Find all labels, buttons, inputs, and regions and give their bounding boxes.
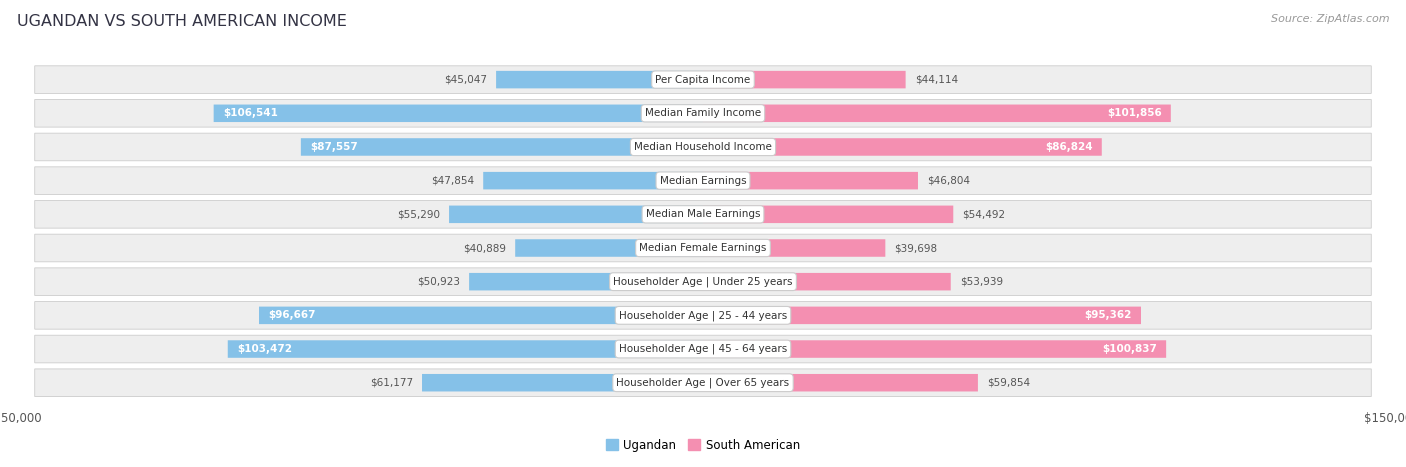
Text: $101,856: $101,856 <box>1107 108 1161 118</box>
FancyBboxPatch shape <box>228 340 703 358</box>
Text: $55,290: $55,290 <box>396 209 440 219</box>
Text: $44,114: $44,114 <box>915 75 957 85</box>
FancyBboxPatch shape <box>703 71 905 88</box>
Text: $95,362: $95,362 <box>1084 311 1132 320</box>
FancyBboxPatch shape <box>214 105 703 122</box>
Text: $46,804: $46,804 <box>927 176 970 186</box>
FancyBboxPatch shape <box>35 133 1371 161</box>
Text: Median Household Income: Median Household Income <box>634 142 772 152</box>
FancyBboxPatch shape <box>35 200 1371 228</box>
Text: Householder Age | 25 - 44 years: Householder Age | 25 - 44 years <box>619 310 787 321</box>
FancyBboxPatch shape <box>703 340 1166 358</box>
FancyBboxPatch shape <box>703 239 886 257</box>
Text: Median Family Income: Median Family Income <box>645 108 761 118</box>
Text: $39,698: $39,698 <box>894 243 938 253</box>
Text: $100,837: $100,837 <box>1102 344 1157 354</box>
Text: $50,923: $50,923 <box>418 276 460 287</box>
Text: Median Male Earnings: Median Male Earnings <box>645 209 761 219</box>
FancyBboxPatch shape <box>703 307 1142 324</box>
Text: Householder Age | Under 25 years: Householder Age | Under 25 years <box>613 276 793 287</box>
Text: $47,854: $47,854 <box>430 176 474 186</box>
FancyBboxPatch shape <box>703 172 918 190</box>
FancyBboxPatch shape <box>35 302 1371 329</box>
Text: Source: ZipAtlas.com: Source: ZipAtlas.com <box>1271 14 1389 24</box>
Text: $103,472: $103,472 <box>238 344 292 354</box>
Text: Median Female Earnings: Median Female Earnings <box>640 243 766 253</box>
Text: $54,492: $54,492 <box>963 209 1005 219</box>
FancyBboxPatch shape <box>703 374 979 391</box>
FancyBboxPatch shape <box>470 273 703 290</box>
FancyBboxPatch shape <box>35 167 1371 194</box>
FancyBboxPatch shape <box>703 273 950 290</box>
FancyBboxPatch shape <box>35 99 1371 127</box>
FancyBboxPatch shape <box>703 105 1171 122</box>
Text: UGANDAN VS SOUTH AMERICAN INCOME: UGANDAN VS SOUTH AMERICAN INCOME <box>17 14 347 29</box>
Text: $45,047: $45,047 <box>444 75 486 85</box>
Text: Median Earnings: Median Earnings <box>659 176 747 186</box>
Text: $87,557: $87,557 <box>311 142 357 152</box>
Text: Householder Age | 45 - 64 years: Householder Age | 45 - 64 years <box>619 344 787 354</box>
Text: Per Capita Income: Per Capita Income <box>655 75 751 85</box>
Text: $96,667: $96,667 <box>269 311 316 320</box>
FancyBboxPatch shape <box>703 205 953 223</box>
FancyBboxPatch shape <box>449 205 703 223</box>
FancyBboxPatch shape <box>35 66 1371 93</box>
FancyBboxPatch shape <box>301 138 703 156</box>
FancyBboxPatch shape <box>35 335 1371 363</box>
FancyBboxPatch shape <box>484 172 703 190</box>
FancyBboxPatch shape <box>496 71 703 88</box>
FancyBboxPatch shape <box>259 307 703 324</box>
FancyBboxPatch shape <box>515 239 703 257</box>
FancyBboxPatch shape <box>35 268 1371 296</box>
Legend: Ugandan, South American: Ugandan, South American <box>600 434 806 456</box>
FancyBboxPatch shape <box>422 374 703 391</box>
Text: $40,889: $40,889 <box>463 243 506 253</box>
FancyBboxPatch shape <box>35 369 1371 396</box>
Text: Householder Age | Over 65 years: Householder Age | Over 65 years <box>616 377 790 388</box>
FancyBboxPatch shape <box>703 138 1102 156</box>
Text: $86,824: $86,824 <box>1045 142 1092 152</box>
Text: $53,939: $53,939 <box>960 276 1002 287</box>
Text: $61,177: $61,177 <box>370 378 413 388</box>
Text: $106,541: $106,541 <box>222 108 278 118</box>
FancyBboxPatch shape <box>35 234 1371 262</box>
Text: $59,854: $59,854 <box>987 378 1031 388</box>
